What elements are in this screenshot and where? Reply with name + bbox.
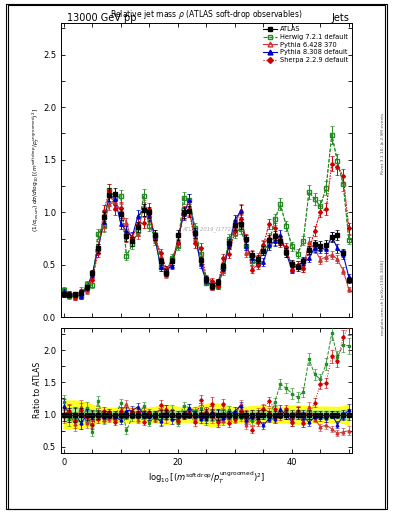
X-axis label: $\log_{10}[(m^{\mathrm{soft\,drop}}/p_T^{\mathrm{ungroomed}})^2]$: $\log_{10}[(m^{\mathrm{soft\,drop}}/p_T^… (148, 470, 265, 486)
Y-axis label: Ratio to ATLAS: Ratio to ATLAS (33, 362, 42, 418)
Title: Relative jet mass $\rho$ (ATLAS soft-drop observables): Relative jet mass $\rho$ (ATLAS soft-dro… (110, 9, 303, 22)
Text: Rivet 3.1.10; ≥ 2.9M events: Rivet 3.1.10; ≥ 2.9M events (381, 113, 385, 174)
Text: mcplots.cern.ch [arXiv:1306.3436]: mcplots.cern.ch [arXiv:1306.3436] (381, 260, 385, 334)
Legend: ATLAS, Herwig 7.2.1 default, Pythia 6.428 370, Pythia 8.308 default, Sherpa 2.2.: ATLAS, Herwig 7.2.1 default, Pythia 6.42… (261, 25, 350, 65)
Text: Jets: Jets (332, 13, 350, 23)
Text: ATLAS 2019_I1772895: ATLAS 2019_I1772895 (182, 226, 242, 232)
Y-axis label: $(1/\sigma_{resum})\,d\sigma/d\log_{10}[(m^{\mathrm{soft\,drop}}/p_T^{\mathrm{un: $(1/\sigma_{resum})\,d\sigma/d\log_{10}[… (30, 109, 42, 232)
Text: 13000 GeV pp: 13000 GeV pp (67, 13, 136, 23)
